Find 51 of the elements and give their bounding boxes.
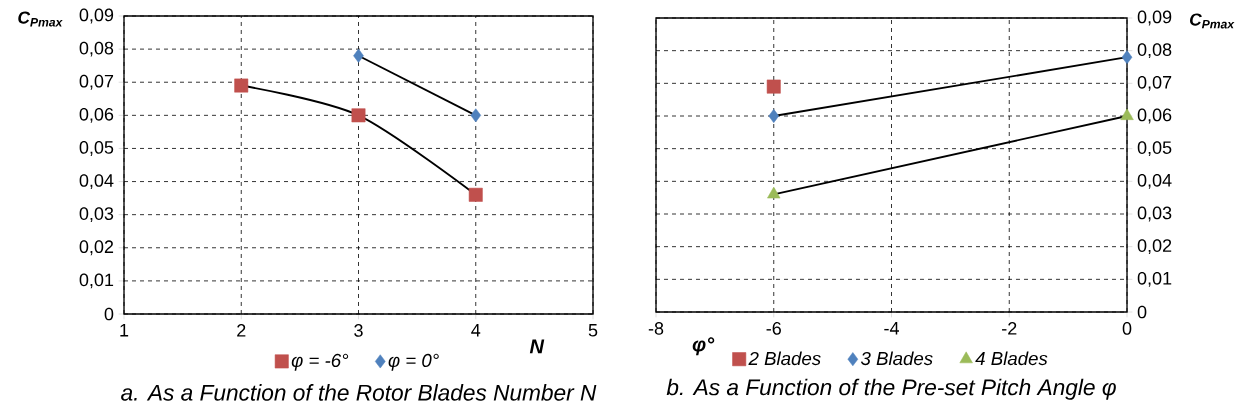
y-tick-label: 0,07 bbox=[79, 74, 114, 90]
y2-tick-label: 0,02 bbox=[1137, 239, 1172, 255]
y2-tick-label: 0,09 bbox=[1137, 10, 1172, 26]
y-tick-label: 0,02 bbox=[79, 240, 114, 256]
y2-tick-label: 0,01 bbox=[1137, 271, 1172, 287]
x-tick-label: -8 bbox=[648, 322, 664, 335]
legend-label: 3 Blades bbox=[860, 351, 933, 366]
text: b. As a Function of the Pre-set Pitch Angle φ bbox=[666, 378, 1116, 400]
y2-axis-title: C$_{Pmax}$ bbox=[1190, 13, 1235, 29]
x-axis-title: N bbox=[529, 339, 545, 354]
x-tick-label: 3 bbox=[354, 324, 363, 337]
point bbox=[768, 109, 780, 123]
x-tick-label: 4 bbox=[471, 324, 481, 337]
x-tick-label: 5 bbox=[588, 324, 598, 337]
legend-label: 2 Blades bbox=[748, 351, 821, 366]
point bbox=[353, 48, 364, 63]
legend-label: φ = -6° bbox=[291, 353, 349, 371]
x-tick-label: -4 bbox=[884, 322, 899, 335]
x-tick-label: 1 bbox=[120, 324, 129, 337]
y2-tick-label: 0,05 bbox=[1137, 141, 1172, 157]
y-tick-label: 0,08 bbox=[79, 41, 114, 57]
x-tick-label: 2 bbox=[237, 324, 246, 337]
y2-tick-label: 0,08 bbox=[1137, 43, 1172, 59]
y-tick-label: 0 bbox=[104, 307, 114, 321]
y-tick-label: 0,01 bbox=[79, 273, 114, 289]
text: a. As a Function of the Rotor Blades Number N bbox=[121, 384, 597, 401]
y2-tick-label: 0,04 bbox=[1137, 173, 1172, 189]
y-tick-label: 0,03 bbox=[79, 207, 114, 223]
y2-tick-label: 0,06 bbox=[1137, 108, 1172, 124]
y-tick-label: 0,05 bbox=[79, 141, 114, 156]
y2-tick-label: 0 bbox=[1137, 305, 1147, 319]
point bbox=[234, 78, 249, 93]
x-axis-title: φ° bbox=[692, 337, 715, 356]
point bbox=[351, 108, 366, 123]
point bbox=[767, 186, 781, 199]
legend-label: 4 Blades bbox=[975, 351, 1048, 366]
point bbox=[766, 79, 781, 94]
y2-tick-label: 0,03 bbox=[1137, 206, 1172, 222]
y2-tick-label: 0,07 bbox=[1137, 75, 1172, 91]
point bbox=[1120, 108, 1134, 120]
y-tick-label: 0,04 bbox=[79, 174, 114, 189]
y-tick-label: 0,09 bbox=[79, 8, 114, 24]
point bbox=[470, 108, 482, 123]
x-tick-label: 0 bbox=[1122, 322, 1132, 335]
point bbox=[468, 187, 483, 202]
point bbox=[1121, 50, 1133, 65]
y-axis-title: C$_{Pmax}$ bbox=[18, 11, 63, 27]
y-tick-label: 0,06 bbox=[79, 107, 114, 123]
x-tick-label: -2 bbox=[1002, 322, 1017, 335]
legend-label: φ = 0° bbox=[388, 353, 439, 371]
x-tick-label: -6 bbox=[766, 322, 781, 335]
